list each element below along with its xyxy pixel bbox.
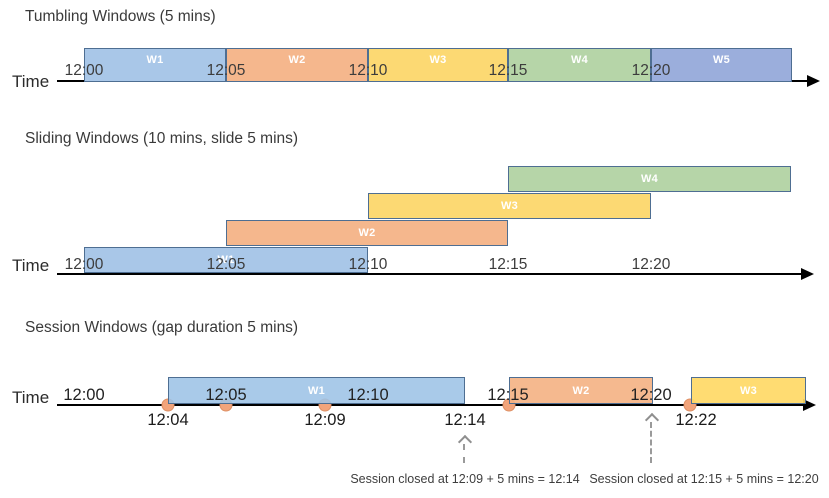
tumbling-axis-arrowhead-icon — [807, 75, 820, 87]
tumbling-window-w4-label: W4 — [570, 54, 589, 66]
tumbling-tick-1205: 12:05 — [206, 62, 246, 79]
session-time-axis-label: Time — [12, 388, 50, 407]
session-section-title: Session Windows (gap duration 5 mins) — [25, 319, 299, 336]
sliding-window-w3-label: W3 — [500, 200, 519, 212]
tumbling-window-w3-label: W3 — [429, 54, 447, 66]
tumbling-window-w4: W4 — [508, 48, 651, 82]
session-event-label-1222: 12:22 — [675, 411, 717, 429]
session-tick-1215: 12:15 — [487, 386, 529, 404]
tumbling-window-w5: W5 — [651, 48, 792, 82]
sliding-tick-1215: 12:15 — [488, 256, 528, 273]
sliding-window-w4-label: W4 — [640, 173, 659, 185]
session-event-label-1214: 12:14 — [444, 411, 486, 429]
session-window-w1: W1 — [168, 377, 465, 404]
session-tick-1210: 12:10 — [347, 386, 389, 404]
session-tick-1200: 12:00 — [63, 386, 105, 404]
tumbling-tick-1220: 12:20 — [631, 62, 671, 79]
session-window-w3-label: W3 — [739, 384, 758, 397]
tumbling-tick-1200: 12:00 — [64, 62, 104, 79]
tumbling-section-title: Tumbling Windows (5 mins) — [25, 8, 216, 25]
tumbling-window-w5-label: W5 — [712, 54, 731, 66]
sliding-window-w3: W3 — [368, 193, 651, 219]
annotation-arrow-2-line — [650, 422, 652, 463]
sliding-window-w1-label: W1 — [217, 254, 235, 266]
sliding-axis-arrowhead-icon — [801, 268, 814, 280]
sliding-time-axis — [57, 273, 801, 275]
session-window-w2: W2 — [509, 377, 653, 404]
sliding-tick-1220: 12:20 — [631, 256, 671, 273]
tumbling-window-w3: W3 — [368, 48, 508, 82]
tumbling-tick-1215: 12:15 — [488, 62, 528, 79]
sliding-window-w2: W2 — [226, 220, 508, 246]
session-tick-1220: 12:20 — [630, 386, 672, 404]
session-annotation-1: Session closed at 12:09 + 5 mins = 12:14 — [350, 472, 580, 486]
sliding-tick-1200: 12:00 — [64, 256, 104, 273]
tumbling-window-w2-label: W2 — [288, 54, 306, 66]
sliding-section-title: Sliding Windows (10 mins, slide 5 mins) — [25, 130, 299, 147]
session-event-label-1204: 12:04 — [147, 411, 189, 429]
annotation-arrow-2-head-icon — [644, 412, 660, 428]
session-axis-arrowhead-icon — [803, 399, 816, 411]
session-window-w1-label: W1 — [307, 384, 326, 397]
sliding-window-w4: W4 — [508, 166, 791, 192]
annotation-arrow-1-line — [463, 444, 465, 463]
session-window-w2-label: W2 — [572, 384, 590, 397]
sliding-window-w2-label: W2 — [358, 227, 376, 239]
sliding-time-axis-label: Time — [12, 256, 50, 275]
tumbling-window-w2: W2 — [226, 48, 368, 82]
tumbling-time-axis-label: Time — [12, 72, 50, 91]
sliding-tick-1205: 12:05 — [206, 256, 246, 273]
tumbling-window-w1-label: W1 — [146, 54, 164, 66]
sliding-tick-1210: 12:10 — [348, 256, 388, 273]
session-event-label-1209: 12:09 — [304, 411, 346, 429]
sliding-window-w1: W1 — [84, 247, 368, 273]
session-window-w3: W3 — [691, 377, 806, 404]
tumbling-window-w1: W1 — [84, 48, 226, 82]
session-annotation-2: Session closed at 12:15 + 5 mins = 12:20 — [589, 472, 819, 486]
tumbling-tick-1210: 12:10 — [348, 62, 388, 79]
session-tick-1205: 12:05 — [205, 386, 247, 404]
session-time-axis — [57, 404, 803, 406]
annotation-arrow-1-head-icon — [457, 434, 473, 450]
